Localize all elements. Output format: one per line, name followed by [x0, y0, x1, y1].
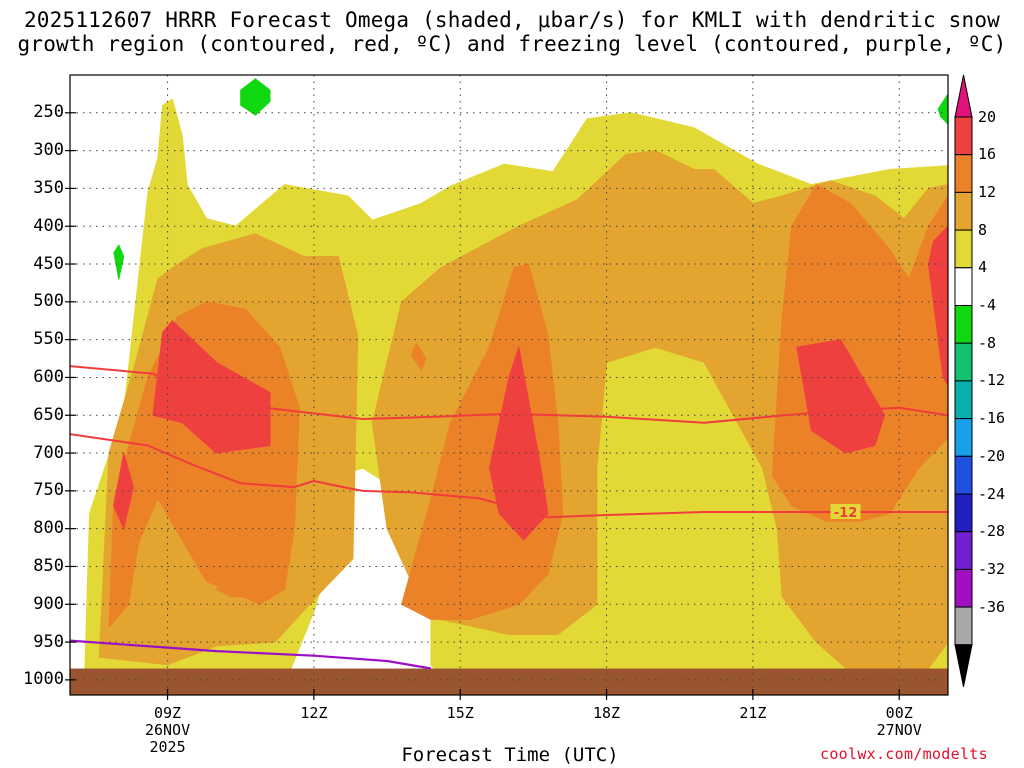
ground-surface — [70, 668, 948, 695]
colorbar-label: -4 — [978, 296, 997, 314]
omega-region-yellow-1 — [630, 346, 788, 598]
colorbar-swatch-5 — [954, 305, 973, 344]
colorbar-label: -20 — [978, 446, 1006, 465]
colorbar-swatch-4 — [954, 267, 973, 306]
y-tick-label: 450 — [33, 253, 64, 274]
x-tick-label: 09Z — [154, 704, 182, 722]
colorbar-label: 12 — [978, 182, 997, 201]
omega-region-orange-7 — [410, 342, 427, 371]
colorbar-swatch-7 — [954, 380, 973, 420]
colorbar-swatch-0 — [954, 116, 973, 156]
colorbar-label: 16 — [978, 145, 997, 164]
colorbar-label: -16 — [978, 409, 1006, 428]
colorbar-swatch-8 — [954, 418, 973, 457]
x-tick-label: 21Z — [739, 704, 767, 722]
omega-region-red-12 — [796, 339, 886, 454]
colorbar-label: -24 — [978, 484, 1006, 503]
y-tick-label: 700 — [33, 442, 64, 463]
chart-title-line1: 2025112607 HRRR Forecast Omega (shaded, … — [23, 8, 1001, 32]
omega-region-orange-8 — [215, 566, 256, 598]
colorbar-label: -28 — [978, 522, 1006, 541]
omega-region-orange-6 — [771, 184, 948, 522]
y-tick-label: 750 — [33, 480, 64, 501]
x-tick-sub1: 27NOV — [876, 721, 922, 739]
x-tick-label: 18Z — [593, 704, 621, 722]
dgz-contour-0 — [70, 365, 948, 424]
dgz-contour-label-bg — [830, 504, 861, 520]
colorbar-bottom-arrow — [954, 644, 973, 687]
y-tick-label: 550 — [33, 329, 64, 350]
y-tick-label: 300 — [33, 140, 64, 161]
omega-region-red-9 — [152, 320, 271, 454]
colorbar-swatch-3 — [954, 229, 973, 269]
colorbar-swatch-9 — [954, 455, 973, 495]
omega-region-green1-16 — [937, 93, 948, 125]
y-tick-label: 250 — [33, 102, 64, 123]
y-tick-label: 1000 — [23, 669, 64, 690]
credit-link[interactable]: coolwx.com/modelts — [820, 745, 988, 763]
y-tick-label: 800 — [33, 518, 64, 539]
plot-frame — [69, 74, 949, 696]
y-tick-label: 650 — [33, 404, 64, 425]
x-tick-sub2: 2025 — [149, 738, 186, 756]
colorbar-swatch-12 — [954, 568, 973, 608]
chart-title-line2: growth region (contoured, red, ºC) and f… — [17, 32, 1007, 56]
colorbar-label: -8 — [978, 333, 997, 352]
omega-region-green1-14 — [240, 78, 271, 116]
colorbar-swatch-6 — [954, 342, 973, 382]
colorbar-label: 4 — [978, 258, 988, 277]
colorbar-swatch-10 — [954, 493, 973, 533]
colorbar-swatch-1 — [954, 154, 973, 193]
dgz-contour-label: -12 — [834, 506, 858, 521]
y-tick-label: 400 — [33, 215, 64, 236]
omega-region-red-13 — [928, 225, 948, 386]
omega-region-red-10 — [113, 452, 134, 530]
omega-region-red-11 — [489, 346, 549, 541]
colorbar-top-arrow — [954, 74, 973, 118]
y-tick-label: 950 — [33, 631, 64, 652]
colorbar-swatch-11 — [954, 531, 973, 570]
x-tick-sub1: 26NOV — [144, 721, 191, 739]
colorbar-swatch-2 — [954, 191, 973, 231]
colorbar-label: 20 — [978, 107, 997, 126]
x-tick-label: 00Z — [885, 704, 913, 722]
colorbar-label: -32 — [978, 559, 1006, 578]
colorbar-label: -36 — [978, 597, 1006, 616]
omega-region-green1-15 — [113, 244, 125, 280]
x-tick-label: 15Z — [446, 704, 474, 722]
y-tick-label: 600 — [33, 366, 64, 387]
x-axis-title: Forecast Time (UTC) — [401, 744, 619, 766]
freezing-level-contour-0 — [70, 639, 432, 670]
y-tick-label: 500 — [33, 291, 64, 312]
x-tick-label: 12Z — [300, 704, 328, 722]
y-tick-label: 900 — [33, 593, 64, 614]
colorbar-swatch-13 — [954, 606, 973, 646]
dgz-contour-1 — [70, 433, 948, 519]
y-tick-label: 350 — [33, 177, 64, 198]
colorbar-label: 8 — [978, 220, 988, 239]
colorbar-label: -12 — [978, 371, 1006, 390]
y-tick-label: 850 — [33, 555, 64, 576]
